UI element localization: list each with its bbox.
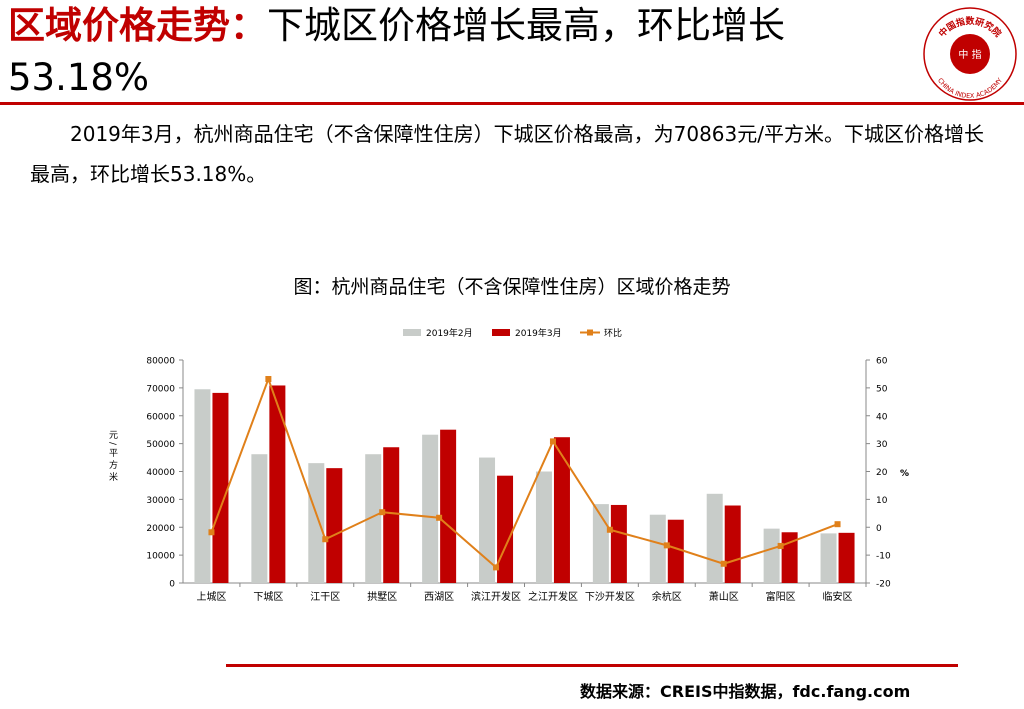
mom-point-7 [606, 526, 613, 533]
bar-feb-4 [422, 434, 439, 583]
bar-feb-2 [308, 463, 325, 583]
page-title-rest: 下城区价格增长最高，环比增长 [267, 4, 785, 47]
mom-point-5 [493, 564, 500, 571]
bar-mar-1 [269, 385, 286, 583]
y-tick-label-4: 40000 [146, 468, 175, 478]
x-tick-label-7: 下沙开发区 [585, 590, 635, 603]
bar-feb-10 [763, 528, 780, 583]
x-tick-label-9: 萧山区 [709, 591, 739, 603]
x-tick-label-10: 富阳区 [766, 590, 796, 603]
x-tick-label-8: 余杭区 [652, 590, 682, 603]
footer-divider [226, 664, 958, 667]
bar-feb-6 [535, 471, 552, 583]
bar-mar-8 [667, 519, 684, 583]
y2-tick-label-4: 20 [876, 468, 888, 478]
y2-tick-label-3: 10 [876, 496, 888, 506]
y-tick-label-6: 60000 [146, 412, 175, 422]
mom-point-4 [436, 514, 443, 521]
page-title-highlight: 区域价格走势： [8, 4, 267, 47]
mom-point-8 [663, 542, 670, 549]
y-axis-label: 元/平方米 [107, 430, 118, 484]
bar-feb-3 [365, 454, 382, 583]
bar-feb-9 [706, 493, 723, 583]
bar-mar-4 [440, 429, 457, 583]
price-trend-chart: 2019年2月 2019年3月 环比010000200003000040000500… [107, 327, 909, 603]
mom-point-1 [265, 376, 272, 383]
legend-label-2: 环比 [604, 327, 622, 339]
bar-feb-5 [479, 457, 496, 583]
header-divider [0, 102, 1024, 105]
y-tick-label-5: 50000 [146, 440, 175, 450]
y-tick-label-7: 70000 [146, 384, 175, 394]
y2-tick-label-7: 50 [876, 384, 888, 394]
x-tick-label-4: 西湖区 [424, 591, 454, 603]
bar-feb-1 [251, 454, 268, 583]
x-tick-label-5: 滨江开发区 [471, 590, 521, 603]
page-title: 区域价格走势：下城区价格增长最高，环比增长 [8, 4, 908, 48]
y2-tick-label-1: -10 [876, 552, 891, 562]
mom-line [210, 376, 838, 570]
legend-marker-2 [587, 329, 593, 336]
summary-paragraph: 2019年3月，杭州商品住宅（不含保障性住房）下城区价格最高，为70863元/平… [30, 122, 984, 186]
logo-english-text: CHINA INDEX ACADEMY [936, 77, 1004, 101]
y2-tick-label-0: -20 [876, 580, 891, 590]
bar-mar-9 [724, 505, 741, 583]
y2-axis-label: % [900, 469, 909, 479]
mom-point-10 [777, 542, 784, 549]
chart-title: 图：杭州商品住宅（不含保障性住房）区域价格走势 [293, 276, 731, 298]
legend-swatch-0 [403, 329, 421, 336]
page-title-line2: 53.18% [8, 56, 150, 99]
bar-mar-6 [553, 437, 570, 583]
bar-feb-0 [194, 389, 211, 583]
y-tick-label-0: 0 [169, 580, 175, 590]
mom-point-2 [322, 536, 329, 543]
bar-feb-8 [649, 514, 666, 583]
y2-tick-label-5: 30 [876, 440, 888, 450]
bar-mar-2 [326, 468, 343, 583]
y2-tick-label-8: 60 [876, 357, 888, 367]
legend-label-0: 2019年2月 [426, 327, 473, 339]
mom-point-6 [549, 438, 556, 445]
bar-mar-3 [383, 447, 400, 583]
logo-center-text: 中 指 [958, 48, 981, 61]
y-tick-label-3: 30000 [146, 496, 175, 506]
mom-point-11 [834, 521, 841, 528]
mom-point-0 [208, 529, 215, 536]
y-tick-label-2: 20000 [146, 524, 175, 534]
bar-mar-5 [497, 475, 514, 583]
china-index-academy-logo: 中国指数研究院 中 指 CHINA INDEX ACADEMY [923, 7, 1017, 101]
x-tick-label-6: 之江开发区 [528, 590, 578, 603]
mom-point-3 [379, 509, 386, 516]
legend-swatch-1 [492, 329, 510, 336]
x-tick-label-11: 临安区 [823, 590, 853, 603]
data-source: 数据来源：CREIS中指数据，fdc.fang.com [580, 682, 911, 701]
mom-point-9 [720, 560, 727, 567]
x-tick-label-1: 下城区 [253, 591, 283, 603]
y2-tick-label-2: 0 [876, 524, 882, 534]
x-tick-label-0: 上城区 [196, 591, 226, 603]
x-tick-label-2: 江干区 [310, 591, 340, 603]
bar-mar-0 [212, 392, 229, 583]
y2-tick-label-6: 40 [876, 412, 888, 422]
x-tick-label-3: 拱墅区 [367, 590, 397, 603]
bar-feb-11 [820, 533, 837, 583]
bar-mar-11 [838, 532, 855, 583]
legend-label-1: 2019年3月 [515, 327, 562, 339]
bar-mar-7 [610, 504, 627, 583]
y-tick-label-1: 10000 [146, 552, 175, 562]
y-tick-label-8: 80000 [146, 357, 175, 367]
